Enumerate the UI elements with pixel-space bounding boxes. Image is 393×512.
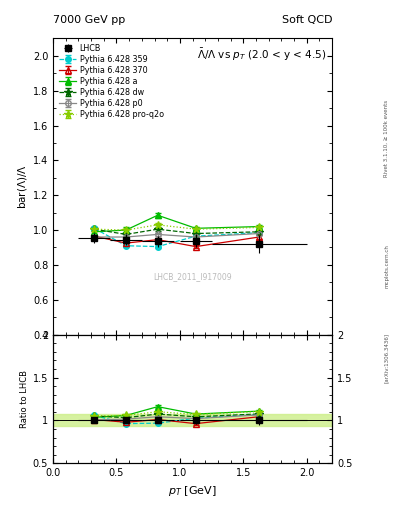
Legend: LHCB, Pythia 6.428 359, Pythia 6.428 370, Pythia 6.428 a, Pythia 6.428 dw, Pythi: LHCB, Pythia 6.428 359, Pythia 6.428 370… [56, 41, 166, 121]
Text: LHCB_2011_I917009: LHCB_2011_I917009 [153, 272, 232, 281]
X-axis label: $p_T$ [GeV]: $p_T$ [GeV] [168, 484, 217, 498]
Text: [arXiv:1306.3436]: [arXiv:1306.3436] [384, 333, 389, 383]
Bar [53, 414, 332, 426]
Y-axis label: bar($\Lambda$)/$\Lambda$: bar($\Lambda$)/$\Lambda$ [16, 164, 29, 209]
Text: mcplots.cern.ch: mcplots.cern.ch [384, 244, 389, 288]
Text: Soft QCD: Soft QCD [282, 14, 332, 25]
Text: 7000 GeV pp: 7000 GeV pp [53, 14, 125, 25]
Text: $\bar{\Lambda}/\Lambda$ vs $p_T$ (2.0 < y < 4.5): $\bar{\Lambda}/\Lambda$ vs $p_T$ (2.0 < … [197, 47, 327, 63]
Text: Rivet 3.1.10, ≥ 100k events: Rivet 3.1.10, ≥ 100k events [384, 100, 389, 177]
Y-axis label: Ratio to LHCB: Ratio to LHCB [20, 370, 29, 428]
